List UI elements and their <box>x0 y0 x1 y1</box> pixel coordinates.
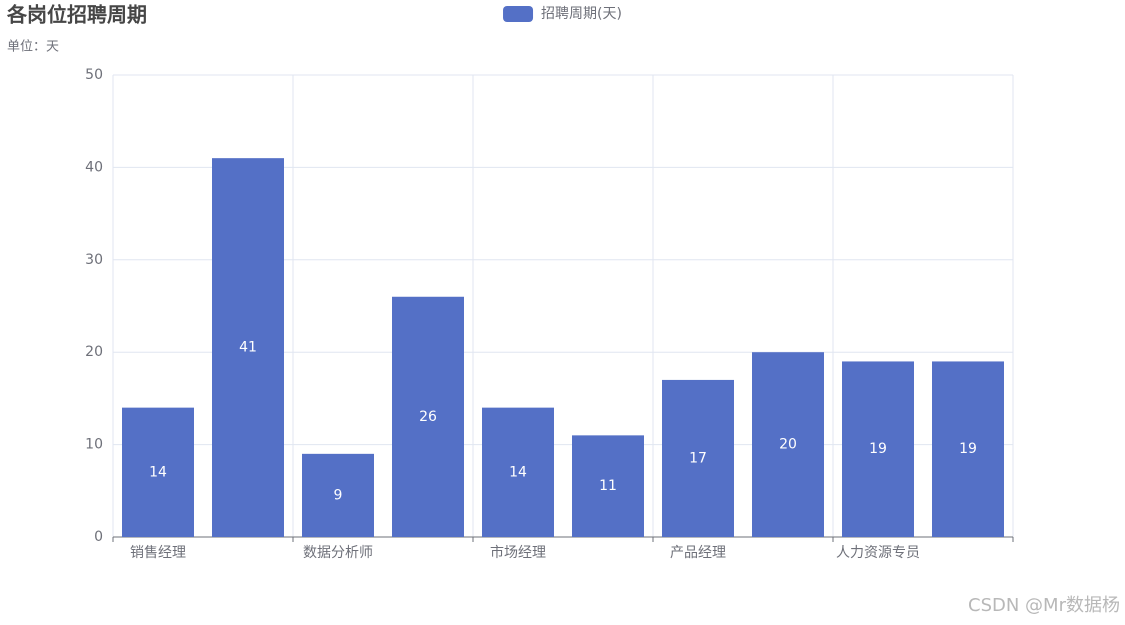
x-tick-label: 数据分析师 <box>303 545 373 561</box>
data-label: 19 <box>869 441 887 457</box>
x-tick-label: 销售经理 <box>130 545 186 561</box>
y-tick-label: 20 <box>85 344 103 360</box>
x-tick-label: 产品经理 <box>670 545 726 561</box>
bar <box>482 407 554 537</box>
x-tick-label: 人力资源专员 <box>836 545 920 561</box>
y-tick-label: 50 <box>85 67 103 83</box>
data-label: 14 <box>149 464 167 480</box>
legend-label: 招聘周期(天) <box>541 6 622 22</box>
data-label: 41 <box>239 340 257 356</box>
y-tick-label: 30 <box>85 252 103 268</box>
x-tick-label: 市场经理 <box>490 544 546 561</box>
chart-title: 各岗位招聘周期 <box>6 3 147 27</box>
bar <box>302 453 374 537</box>
bar <box>662 379 734 537</box>
data-label: 11 <box>599 478 617 494</box>
bar <box>572 435 644 537</box>
bar <box>842 361 914 537</box>
bar <box>392 296 464 537</box>
chart-subtitle: 单位：天 <box>7 40 59 55</box>
data-label: 20 <box>779 437 797 453</box>
data-label: 9 <box>334 487 343 503</box>
data-label: 17 <box>689 450 707 466</box>
data-label: 19 <box>959 441 977 457</box>
y-tick-label: 40 <box>85 159 103 175</box>
bar <box>122 407 194 537</box>
watermark: CSDN @Mr数据杨 <box>968 595 1120 616</box>
y-tick-label: 10 <box>85 437 103 453</box>
legend-swatch <box>503 6 534 22</box>
bar <box>932 361 1004 537</box>
data-label: 26 <box>419 409 437 425</box>
bar <box>752 352 824 537</box>
y-tick-label: 0 <box>94 529 103 545</box>
bar <box>212 158 284 537</box>
data-label: 14 <box>509 464 527 480</box>
